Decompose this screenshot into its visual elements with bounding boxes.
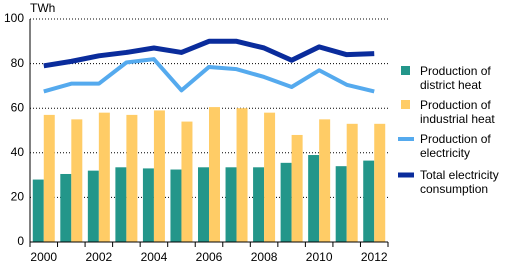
y-tick-label: 60 bbox=[11, 100, 25, 114]
bar bbox=[291, 134, 303, 242]
bar bbox=[280, 162, 292, 242]
bar bbox=[198, 167, 209, 242]
bar bbox=[225, 167, 237, 242]
bar bbox=[253, 167, 265, 242]
bar bbox=[115, 167, 127, 242]
legend-label: Production of electricity bbox=[420, 132, 491, 160]
bar bbox=[142, 168, 154, 242]
bar bbox=[308, 155, 320, 242]
bar bbox=[374, 123, 386, 242]
x-tick-label: 2006 bbox=[196, 250, 223, 264]
legend-swatch bbox=[401, 100, 410, 109]
bar bbox=[126, 114, 138, 242]
x-tick-label: 2012 bbox=[361, 250, 388, 264]
bar bbox=[346, 123, 358, 242]
bar bbox=[153, 110, 165, 243]
x-tick-label: 2002 bbox=[85, 250, 112, 264]
bar bbox=[98, 112, 110, 242]
bar bbox=[170, 169, 182, 242]
legend-label: Production of district heat bbox=[420, 64, 491, 92]
y-tick-label: 80 bbox=[11, 56, 25, 70]
bar bbox=[43, 114, 55, 242]
bar bbox=[264, 112, 276, 242]
legend-swatch bbox=[401, 66, 410, 75]
y-tick-label: 20 bbox=[11, 190, 25, 204]
legend-label: Production of industrial heat bbox=[420, 98, 495, 126]
bar bbox=[71, 119, 83, 242]
legend-label: Total electricity consumption bbox=[420, 168, 499, 196]
x-tick-label: 2010 bbox=[306, 250, 333, 264]
bar bbox=[319, 119, 331, 242]
bar bbox=[236, 108, 248, 242]
x-tick-label: 2000 bbox=[30, 250, 57, 264]
bar bbox=[60, 173, 72, 242]
bar bbox=[181, 121, 193, 242]
y-tick-label: 0 bbox=[17, 234, 24, 248]
bar bbox=[87, 170, 99, 242]
bar bbox=[363, 160, 375, 242]
bar bbox=[32, 179, 44, 242]
y-unit: TWh bbox=[30, 1, 55, 15]
line bbox=[43, 38, 375, 69]
bar bbox=[335, 166, 347, 242]
y-tick-label: 100 bbox=[4, 11, 24, 25]
y-tick-label: 40 bbox=[11, 145, 25, 159]
line bbox=[43, 57, 375, 94]
x-tick-label: 2008 bbox=[251, 250, 278, 264]
x-tick-label: 2004 bbox=[141, 250, 168, 264]
bar bbox=[209, 107, 220, 243]
